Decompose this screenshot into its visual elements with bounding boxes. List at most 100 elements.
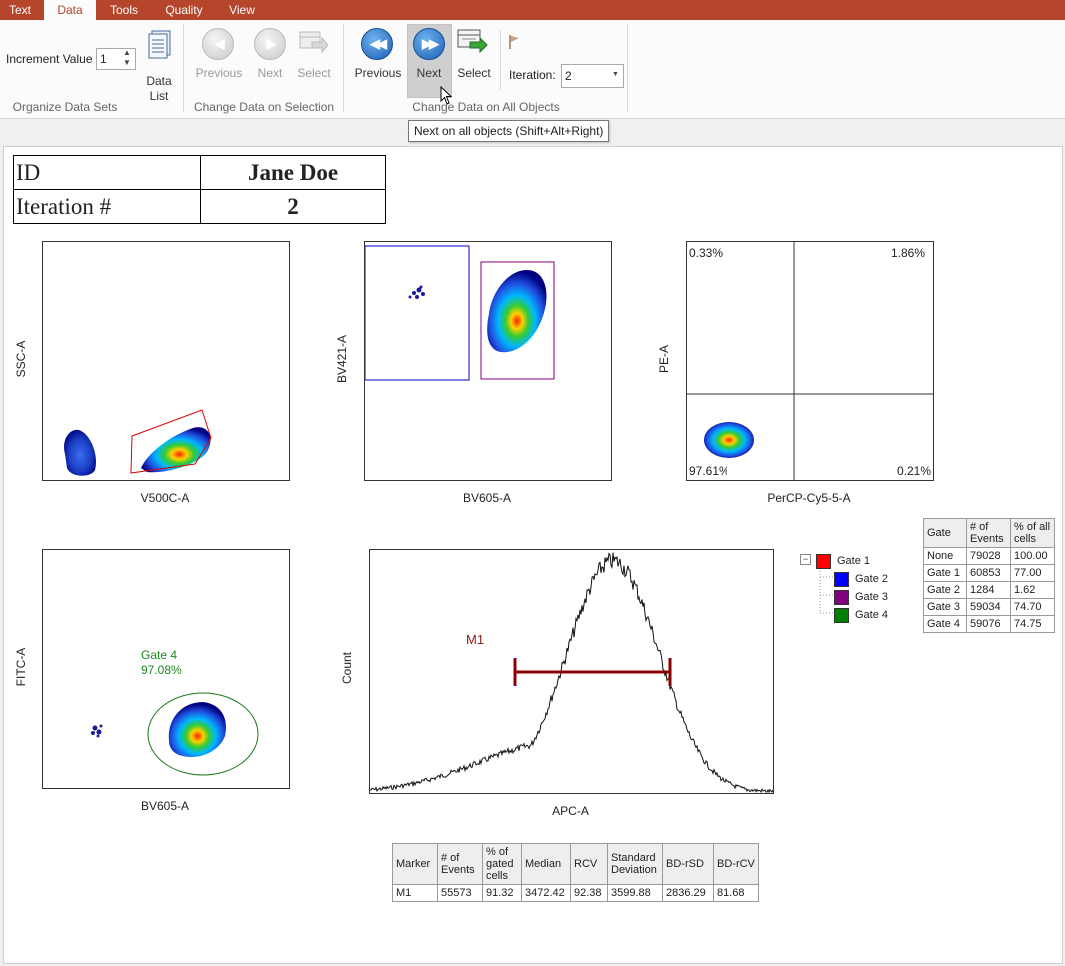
tab-text[interactable]: Text: [8, 3, 31, 17]
tab-quality[interactable]: Quality: [165, 3, 203, 17]
selection-select-icon[interactable]: [298, 28, 330, 58]
table-cell: 1284: [966, 581, 1011, 599]
quadrant-lower-left-value: 97.61%: [689, 464, 727, 478]
table-row: Gate 3 59034 74.70: [923, 598, 1055, 616]
increment-value-spinner[interactable]: 1 ▲ ▼: [96, 48, 136, 70]
plot1-y-axis-label: SSC-A: [14, 340, 28, 378]
marker-m1-label: M1: [466, 632, 485, 647]
table-cell: 79028: [966, 547, 1011, 565]
gate-color-swatch[interactable]: [816, 554, 831, 569]
plot-apc-histogram[interactable]: M1: [369, 549, 774, 794]
iteration-select[interactable]: 2 ▼: [561, 64, 624, 88]
table-cell: M1: [392, 884, 438, 902]
table-cell: 74.75: [1010, 615, 1055, 633]
table-row: Gate 2 1284 1.62: [923, 581, 1055, 599]
plot-pe-percp-graphic: [687, 242, 933, 480]
table-cell: 59076: [966, 615, 1011, 633]
plot-apc-histogram-graphic: [370, 552, 773, 793]
id-label: ID: [13, 155, 201, 190]
table-cell: 55573: [437, 884, 483, 902]
group-label-organize: Organize Data Sets: [12, 100, 118, 114]
population-cells: [141, 427, 211, 473]
all-select-icon[interactable]: [456, 26, 490, 58]
table-cell: 100.00: [1010, 547, 1055, 565]
selection-previous-button[interactable]: Previous: [195, 66, 243, 80]
plot-bv421-bv605-graphic: [365, 245, 555, 381]
plot5-y-axis-label: Count: [340, 651, 354, 685]
selection-next-button[interactable]: Next: [257, 66, 283, 80]
tab-tools[interactable]: Tools: [109, 3, 138, 17]
gate-stats-table: Gate # of Events % of all cells None 7902…: [923, 518, 1055, 633]
plot-fitc-bv605-graphic: [91, 692, 259, 776]
gate-1-polygon[interactable]: [130, 409, 212, 474]
gate-color-swatch[interactable]: [834, 572, 849, 587]
plot3-y-axis-label: PE-A: [657, 345, 671, 374]
group-separator: [627, 24, 628, 112]
quadrant-upper-right-value: 1.86%: [890, 246, 925, 260]
marker-stats-header: Standard Deviation: [607, 843, 663, 885]
spin-down-icon[interactable]: ▼: [123, 58, 131, 67]
plot-fitc-bv605[interactable]: Gate 4 97.08%: [42, 549, 290, 789]
iteration-row-value: 2: [200, 189, 386, 224]
chevron-down-icon[interactable]: ▼: [612, 71, 619, 78]
all-next-icon[interactable]: ▶▶: [413, 28, 445, 60]
menu-bar: Text Data Tools Quality View: [0, 0, 1065, 20]
data-list-label: Data List: [146, 74, 172, 103]
plot-ssc-v500c[interactable]: [42, 241, 290, 481]
all-select-button[interactable]: Select: [457, 66, 491, 80]
gate-tree-item[interactable]: Gate 1: [837, 555, 871, 567]
all-previous-button[interactable]: Previous: [354, 66, 402, 80]
document-canvas: ID Jane Doe Iteration # 2: [3, 146, 1063, 964]
selection-next-icon[interactable]: ▶: [254, 28, 286, 60]
table-cell: 92.38: [570, 884, 608, 902]
plot3-x-axis-label: PerCP-Cy5-5-A: [767, 491, 851, 505]
table-cell: 81.68: [713, 884, 759, 902]
mouse-cursor-icon: [440, 86, 453, 105]
table-cell: None: [923, 547, 967, 565]
flag-icon: [509, 35, 519, 49]
marker-stats-header: BD-rSD: [662, 843, 714, 885]
group-separator: [500, 30, 501, 90]
tab-view[interactable]: View: [229, 3, 255, 17]
table-row: None 79028 100.00: [923, 547, 1055, 565]
plot-bv421-bv605[interactable]: [364, 241, 612, 481]
gate-4-ellipse[interactable]: [147, 692, 259, 776]
plot-pe-percp-quadrant[interactable]: 0.33% 1.86% 97.61% 0.21%: [686, 241, 934, 481]
all-next-button[interactable]: Next: [416, 66, 442, 80]
table-cell: 1.62: [1010, 581, 1055, 599]
tab-data[interactable]: Data: [44, 0, 96, 20]
gate-tree-item[interactable]: Gate 4: [855, 609, 889, 621]
table-row: Gate 4 59076 74.75: [923, 615, 1055, 633]
gate-color-swatch[interactable]: [834, 590, 849, 605]
gate-tree-item[interactable]: Gate 2: [855, 573, 889, 585]
data-list-button[interactable]: Data List: [142, 28, 176, 103]
population-debris: [64, 429, 97, 476]
marker-stats-table: Marker # of Events% of gated cells Median R…: [392, 843, 759, 902]
all-previous-icon[interactable]: ◀◀: [361, 28, 393, 60]
table-cell: 77.00: [1010, 564, 1055, 582]
ribbon: Increment Value 1 ▲ ▼ Data List Organize…: [0, 20, 1065, 119]
plot2-x-axis-label: BV605-A: [462, 491, 512, 505]
gate-tree-item[interactable]: Gate 3: [855, 591, 889, 603]
group-separator: [183, 24, 184, 112]
selection-previous-icon[interactable]: ◀: [202, 28, 234, 60]
selection-select-button[interactable]: Select: [297, 66, 331, 80]
table-cell: 59034: [966, 598, 1011, 616]
table-cell: 2836.29: [662, 884, 714, 902]
increment-value-label: Increment Value: [6, 52, 93, 66]
collapse-icon[interactable]: −: [800, 554, 811, 565]
gate-color-swatch[interactable]: [834, 608, 849, 623]
gate-4-label: Gate 4: [141, 648, 178, 662]
gate-stats-header: # of Events: [966, 518, 1011, 548]
id-value: Jane Doe: [200, 155, 386, 190]
population-double-negative: [704, 422, 754, 458]
table-cell: 60853: [966, 564, 1011, 582]
gate-tree-lines: [819, 559, 834, 614]
spin-up-icon[interactable]: ▲: [123, 48, 131, 57]
gate-2-rectangle[interactable]: [365, 245, 470, 381]
gate-3-rectangle[interactable]: [480, 261, 555, 380]
gate-stats-header: Gate: [923, 518, 967, 548]
group-label-all-objects: Change Data on All Objects: [412, 100, 560, 114]
marker-stats-header: # of Events: [437, 843, 483, 885]
table-cell: Gate 1: [923, 564, 967, 582]
